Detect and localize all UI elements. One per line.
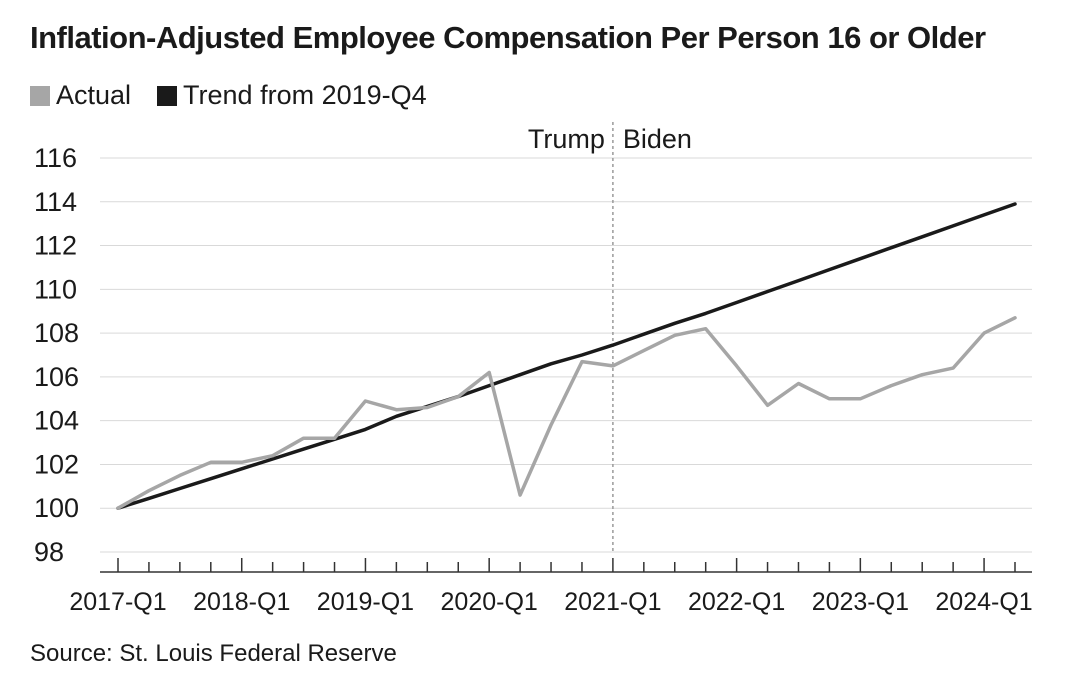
source-note: Source: St. Louis Federal Reserve xyxy=(30,640,397,667)
legend-item-trend: Trend from 2019-Q4 xyxy=(157,80,427,111)
legend-item-actual: Actual xyxy=(30,80,131,111)
x-tick-label: 2022-Q1 xyxy=(688,588,785,616)
x-tick-label: 2021-Q1 xyxy=(564,588,661,616)
y-tick-label: 106 xyxy=(34,362,79,392)
x-tick-label: 2019-Q1 xyxy=(317,588,414,616)
x-tick-label: 2017-Q1 xyxy=(69,588,166,616)
y-tick-label: 100 xyxy=(34,493,79,523)
annotation-biden: Biden xyxy=(623,124,692,154)
legend-swatch-actual xyxy=(30,85,50,106)
legend-swatch-trend xyxy=(157,85,178,106)
x-tick-label: 2024-Q1 xyxy=(935,588,1032,616)
y-tick-label: 108 xyxy=(34,318,79,348)
x-tick-label: 2023-Q1 xyxy=(812,588,909,616)
y-tick-label: 104 xyxy=(34,406,79,436)
y-tick-label: 116 xyxy=(34,143,77,173)
y-tick-label: 98 xyxy=(34,537,64,567)
y-tick-label: 102 xyxy=(34,449,79,479)
legend-label-trend: Trend from 2019-Q4 xyxy=(183,80,427,110)
chart-title: Inflation-Adjusted Employee Compensation… xyxy=(30,20,986,55)
y-tick-label: 110 xyxy=(34,274,77,304)
chart-legend: Actual Trend from 2019-Q4 xyxy=(30,80,453,111)
series-line-actual xyxy=(116,316,1017,510)
series-line-trend xyxy=(116,202,1017,510)
y-tick-label: 112 xyxy=(34,231,77,261)
x-tick-label: 2018-Q1 xyxy=(193,588,290,616)
x-tick-label: 2020-Q1 xyxy=(441,588,538,616)
line-chart: 98 100 102 104 106 108 110 112 114 116 2017-Q1 2018… xyxy=(34,122,1033,616)
legend-label-actual: Actual xyxy=(56,80,132,110)
annotation-trump: Trump xyxy=(528,124,605,154)
y-tick-label: 114 xyxy=(34,187,77,217)
